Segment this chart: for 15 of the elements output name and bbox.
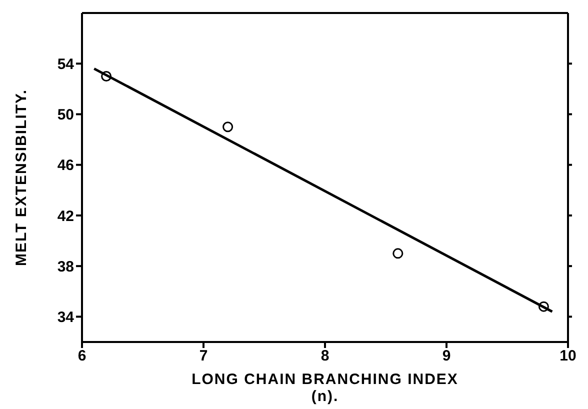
y-tick-label: 50 xyxy=(57,106,74,124)
x-tick-label: 8 xyxy=(320,348,330,365)
x-tick-label: 6 xyxy=(78,348,86,365)
x-axis-title: LONG CHAIN BRANCHING INDEX (n). xyxy=(192,371,458,405)
y-tick-label: 54 xyxy=(57,56,75,73)
y-tick-label: 34 xyxy=(57,309,75,326)
y-tick-label: 42 xyxy=(57,208,74,225)
y-tick-label: 38 xyxy=(57,258,74,276)
x-tick-label: 7 xyxy=(199,348,208,365)
x-tick-label: 9 xyxy=(442,348,451,365)
x-tick-label: 10 xyxy=(560,348,576,365)
point xyxy=(222,122,234,132)
y-axis-title: MELT EXTENSIBILITY. xyxy=(13,88,30,266)
y-tick-label: 46 xyxy=(57,157,74,174)
point xyxy=(392,248,404,259)
